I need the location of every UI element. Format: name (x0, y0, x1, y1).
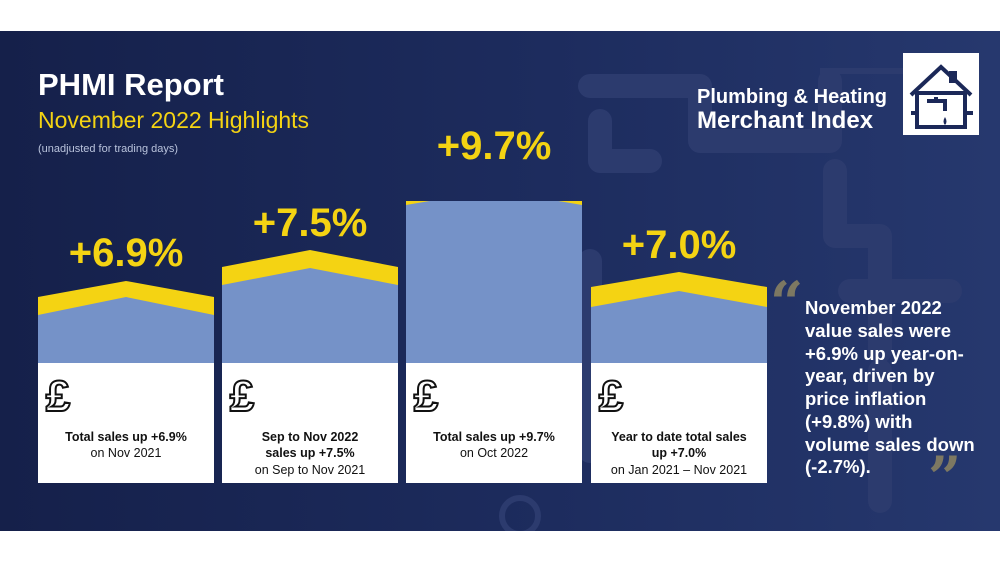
highlight-percent: +7.5% (252, 201, 368, 245)
highlight-comparison: on Sep to Nov 2021 (254, 462, 366, 477)
highlight-headline: Total sales up +9.7% (433, 430, 555, 444)
report-subtitle: November 2022 Highlights (38, 107, 310, 133)
highlight-info-box: £ Year to date total sales up +7.0% on J… (591, 363, 767, 483)
trading-days-note: (unadjusted for trading days) (38, 143, 179, 155)
open-quote-icon: “ (770, 269, 804, 337)
svg-text:£: £ (599, 373, 624, 419)
highlight-description: Sep to Nov 2022 sales up +7.5% on Sep to… (226, 429, 394, 478)
logo-line-2: Merchant Index (697, 107, 874, 134)
summary-quote: November 2022 value sales were +6.9% up … (805, 297, 975, 478)
highlight-info-box: £ Sep to Nov 2022 sales up +7.5% on Sep … (222, 363, 398, 483)
svg-text:£: £ (230, 373, 255, 419)
phmi-logo-text: Plumbing & Heating Merchant Index (697, 86, 887, 134)
bar-shape (591, 272, 767, 366)
bar-shape (222, 250, 398, 366)
highlight-description: Total sales up +6.9% on Nov 2021 (42, 429, 210, 462)
bar-shape (38, 281, 214, 366)
highlight-card-2: +7.5% £ Sep to Nov 2022 sales up +7.5% o… (222, 201, 398, 483)
report-title: PHMI Report (38, 67, 224, 102)
highlight-percent: +6.9% (68, 231, 184, 275)
highlight-comparison: on Oct 2022 (459, 446, 529, 461)
highlight-info-box: £ Total sales up +9.7% on Oct 2022 (406, 363, 582, 483)
close-quote-icon: ” (928, 444, 962, 512)
highlight-card-3: +9.7% £ Total sales up +9.7% on Oct 2022 (406, 124, 582, 483)
highlight-headline: Sep to Nov 2022 (261, 430, 359, 444)
highlight-percent: +7.0% (621, 223, 737, 267)
svg-text:£: £ (46, 373, 71, 419)
house-tap-logo-icon (903, 53, 979, 135)
highlight-description: Year to date total sales up +7.0% on Jan… (595, 429, 763, 478)
logo-line-1: Plumbing & Heating (697, 86, 887, 108)
highlight-headline: Total sales up +6.9% (65, 430, 187, 444)
highlight-headline: Year to date total sales (611, 430, 747, 444)
highlight-comparison: on Jan 2021 – Nov 2021 (610, 462, 748, 477)
highlight-percent: +9.7% (436, 124, 552, 168)
highlight-card-4: +7.0% £ Year to date total sales up +7.0… (591, 201, 767, 483)
svg-text:£: £ (414, 373, 439, 419)
highlight-headline-2: up +7.0% (651, 446, 707, 461)
highlight-info-box: £ Total sales up +6.9% on Nov 2021 (38, 363, 214, 483)
highlight-card-1: +6.9% £ Total sales up +6.9% on Nov 2021 (38, 201, 214, 483)
highlight-description: Total sales up +9.7% on Oct 2022 (410, 429, 578, 462)
report-banner: PHMI Report November 2022 Highlights (un… (0, 31, 1000, 531)
highlight-headline-2: sales up +7.5% (265, 446, 355, 461)
highlight-comparison: on Nov 2021 (90, 446, 162, 461)
pipe-background-graphic (499, 68, 962, 531)
bar-shape (406, 201, 582, 366)
